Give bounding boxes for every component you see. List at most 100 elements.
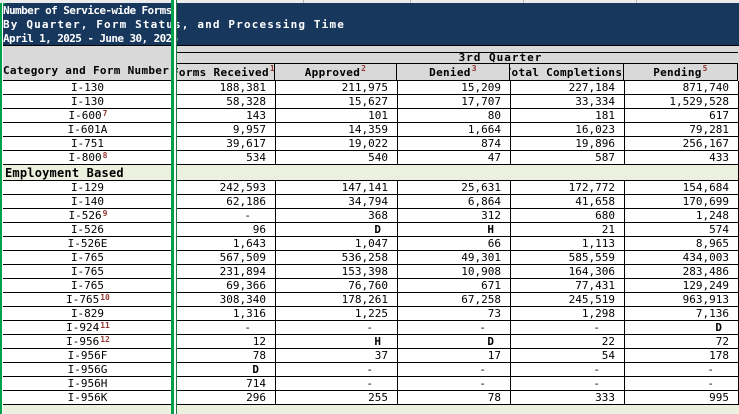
column-header-cell[interactable]: Pending 5 <box>624 64 738 80</box>
section-header-row[interactable]: Employment Based <box>2 165 739 181</box>
value-cell[interactable]: D <box>174 363 276 376</box>
value-cell[interactable]: 62,186 <box>174 195 276 208</box>
table-row[interactable]: I-130 58,328 15,627 17,707 33,334 1,529,528 <box>2 95 739 109</box>
value-cell[interactable]: - <box>511 321 625 334</box>
quarter-header[interactable]: 3rd Quarter <box>173 52 738 64</box>
value-cell[interactable]: 296 <box>174 391 276 404</box>
value-cell[interactable]: 12 <box>174 335 276 348</box>
value-cell[interactable]: 245,519 <box>511 293 625 306</box>
value-cell[interactable]: 368 <box>276 209 398 222</box>
value-cell[interactable]: 308,340 <box>174 293 276 306</box>
value-cell[interactable]: 188,381 <box>174 81 276 94</box>
value-cell[interactable]: - <box>398 363 511 376</box>
value-cell[interactable]: 1,316 <box>174 307 276 320</box>
column-header-cell[interactable]: Total Completions4 <box>510 64 624 80</box>
value-cell[interactable]: 671 <box>398 279 511 292</box>
value-cell[interactable]: 76,760 <box>276 279 398 292</box>
value-cell[interactable]: 256,167 <box>625 137 739 150</box>
table-row[interactable]: I-526E 1,643 1,047 66 1,113 8,965 <box>2 237 739 251</box>
value-cell[interactable]: 129,249 <box>625 279 739 292</box>
table-row[interactable]: I-526 9-368 312 680 1,248 <box>2 209 739 223</box>
table-row[interactable]: I-765 10 308,340 178,261 67,258 245,519 963,91… <box>2 293 739 307</box>
form-number-cell[interactable]: I-765 <box>3 265 174 278</box>
table-row[interactable]: I-924 11- - - - D <box>2 321 739 335</box>
form-number-cell[interactable]: I-956K <box>3 391 174 404</box>
table-row[interactable]: I-956 12 12 H D 22 72 <box>2 335 739 349</box>
value-cell[interactable]: 69,366 <box>174 279 276 292</box>
table-row[interactable]: I-956F 78 37 17 54 178 <box>2 349 739 363</box>
report-title-block[interactable]: Number of Service-wide Forms By Quarter,… <box>0 3 739 46</box>
value-cell[interactable]: D <box>625 321 739 334</box>
form-number-cell[interactable]: I-601A <box>3 123 174 136</box>
table-row[interactable]: I-956K 296 255 78 333 995 <box>2 391 739 405</box>
value-cell[interactable]: 34,794 <box>276 195 398 208</box>
value-cell[interactable]: - <box>625 363 739 376</box>
value-cell[interactable]: 47 <box>398 151 511 164</box>
value-cell[interactable]: 585,559 <box>511 251 625 264</box>
value-cell[interactable]: 101 <box>276 109 398 122</box>
value-cell[interactable]: 16,023 <box>511 123 625 136</box>
value-cell[interactable]: 58,328 <box>174 95 276 108</box>
form-number-cell[interactable]: I-600 7 <box>3 109 174 122</box>
column-header-cell[interactable]: Forms Received 1 <box>173 64 275 80</box>
value-cell[interactable]: 536,258 <box>276 251 398 264</box>
form-number-cell[interactable]: I-130 <box>3 81 174 94</box>
table-row[interactable]: I-956G D - - - - <box>2 363 739 377</box>
table-row[interactable]: I-800 8 534 540 47 587 433 <box>2 151 739 165</box>
value-cell[interactable]: 147,141 <box>276 181 398 194</box>
column-header-cell[interactable]: Denied 3 <box>397 64 510 80</box>
form-number-cell[interactable]: I-956G <box>3 363 174 376</box>
value-cell[interactable]: 17,707 <box>398 95 511 108</box>
value-cell[interactable]: - <box>398 377 511 390</box>
value-cell[interactable]: 211,975 <box>276 81 398 94</box>
value-cell[interactable]: 231,894 <box>174 265 276 278</box>
value-cell[interactable]: 567,509 <box>174 251 276 264</box>
value-cell[interactable]: 22 <box>511 335 625 348</box>
value-cell[interactable]: 25,631 <box>398 181 511 194</box>
value-cell[interactable]: 17 <box>398 349 511 362</box>
form-number-cell[interactable]: I-765 <box>3 279 174 292</box>
value-cell[interactable]: 181 <box>511 109 625 122</box>
form-number-cell[interactable]: I-526E <box>3 237 174 250</box>
value-cell[interactable]: - <box>625 377 739 390</box>
form-number-cell[interactable]: I-800 8 <box>3 151 174 164</box>
value-cell[interactable]: 66 <box>398 237 511 250</box>
value-cell[interactable]: 153,398 <box>276 265 398 278</box>
value-cell[interactable]: 871,740 <box>625 81 739 94</box>
value-cell[interactable]: 154,684 <box>625 181 739 194</box>
value-cell[interactable]: 164,306 <box>511 265 625 278</box>
value-cell[interactable]: 540 <box>276 151 398 164</box>
value-cell[interactable]: 312 <box>398 209 511 222</box>
category-column-header[interactable]: Category and Form Number <box>2 46 173 81</box>
value-cell[interactable]: - <box>276 321 398 334</box>
value-cell[interactable]: H <box>276 335 398 348</box>
form-number-cell[interactable]: I-829 <box>3 307 174 320</box>
value-cell[interactable]: 8,965 <box>625 237 739 250</box>
table-row[interactable]: I-140 62,186 34,794 6,864 41,658 170,699 <box>2 195 739 209</box>
value-cell[interactable]: H <box>398 223 511 236</box>
value-cell[interactable]: 617 <box>625 109 739 122</box>
value-cell[interactable]: 14,359 <box>276 123 398 136</box>
value-cell[interactable]: 54 <box>511 349 625 362</box>
value-cell[interactable]: 33,334 <box>511 95 625 108</box>
value-cell[interactable]: 283,486 <box>625 265 739 278</box>
value-cell[interactable]: 1,298 <box>511 307 625 320</box>
table-row[interactable]: I-130 188,381 211,975 15,209 227,184 871,740 <box>2 81 739 95</box>
value-cell[interactable]: 39,617 <box>174 137 276 150</box>
value-cell[interactable]: 19,896 <box>511 137 625 150</box>
value-cell[interactable]: 67,258 <box>398 293 511 306</box>
table-row[interactable]: I-129 242,593 147,141 25,631 172,772 154,684 <box>2 181 739 195</box>
value-cell[interactable]: 1,225 <box>276 307 398 320</box>
column-header-cell[interactable]: Approved 2 <box>275 64 397 80</box>
value-cell[interactable]: D <box>276 223 398 236</box>
value-cell[interactable]: - <box>276 377 398 390</box>
table-row[interactable]: I-765 231,894 153,398 10,908 164,306 283,486 <box>2 265 739 279</box>
form-number-cell[interactable]: I-956F <box>3 349 174 362</box>
value-cell[interactable]: - <box>174 321 276 334</box>
table-row[interactable]: I-829 1,316 1,225 73 1,298 7,136 <box>2 307 739 321</box>
form-number-cell[interactable]: I-765 10 <box>3 293 174 306</box>
form-number-cell[interactable]: I-140 <box>3 195 174 208</box>
value-cell[interactable]: 9,957 <box>174 123 276 136</box>
form-number-cell[interactable]: I-130 <box>3 95 174 108</box>
value-cell[interactable]: D <box>398 335 511 348</box>
